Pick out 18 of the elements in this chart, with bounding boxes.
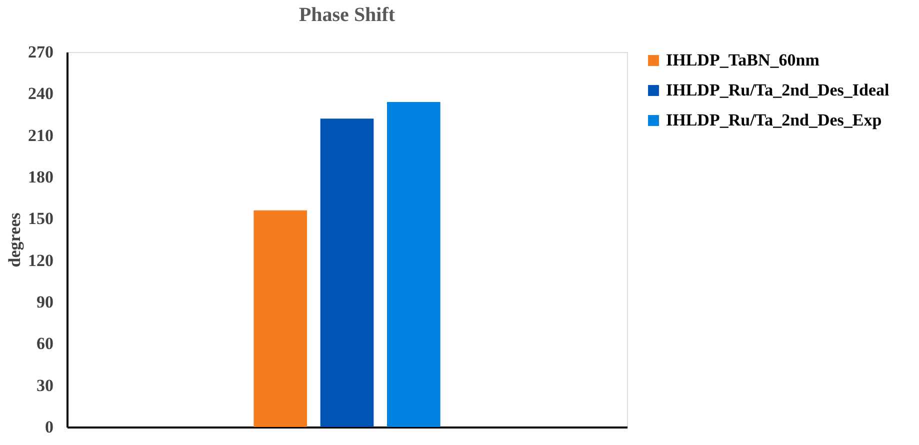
y-tick-label: 60 (36, 334, 54, 354)
bar (387, 102, 440, 427)
legend-label: IHLDP_Ru/Ta_2nd_Des_Ideal (666, 80, 890, 100)
y-tick-label: 90 (36, 292, 54, 312)
chart-title: Phase Shift (298, 4, 396, 26)
y-tick-label: 0 (45, 418, 54, 436)
y-tick-label: 180 (28, 168, 54, 186)
y-tick-label: 30 (36, 376, 54, 395)
bar (320, 118, 374, 427)
y-axis-title: degrees (5, 212, 24, 268)
legend-label: IHLDP_TaBN_60nm (666, 50, 820, 70)
bar (254, 210, 307, 427)
legend-label: IHLDP_Ru/Ta_2nd_Des_Exp (666, 110, 882, 130)
y-tick-label: 150 (28, 209, 54, 228)
y-tick-label: 120 (28, 250, 54, 270)
y-tick-label: 240 (28, 84, 54, 104)
y-tick-label: 270 (28, 42, 54, 62)
y-tick-label: 210 (28, 126, 54, 145)
